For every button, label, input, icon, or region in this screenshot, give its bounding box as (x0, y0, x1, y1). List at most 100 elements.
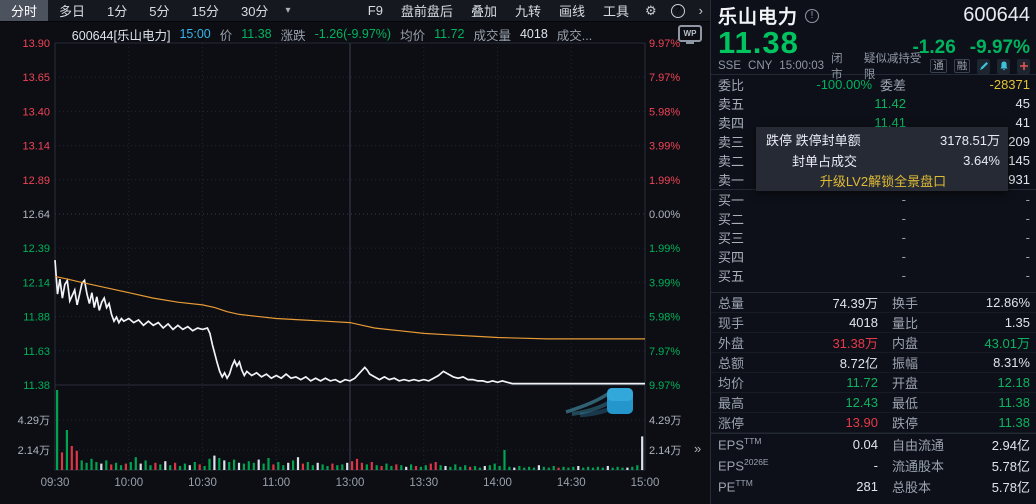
buy-level-label: 买三 (718, 231, 745, 246)
volume-bar (164, 461, 167, 470)
sell-row[interactable]: 卖五 11.42 45 (711, 94, 1036, 113)
toolbar-tab[interactable]: 分时 (0, 0, 49, 21)
stat-value: 1.35 (1004, 315, 1030, 330)
volume-bar (351, 461, 354, 470)
volume-bar (252, 462, 255, 470)
f9-button[interactable]: F9 (367, 3, 383, 18)
volume-bar (596, 466, 599, 470)
axis-label: 11.88 (23, 312, 50, 324)
volume-bar (528, 466, 531, 470)
volume-bar (636, 465, 639, 470)
currency-label: CNY (748, 60, 773, 72)
volume-bar (419, 466, 422, 470)
edit-pencil-icon[interactable] (977, 58, 991, 74)
volume-bar (247, 461, 250, 470)
stat-label: 最高 (718, 396, 745, 411)
stats-row: 外盘 31.38万 内盘 43.01万 (711, 333, 1036, 353)
stat-value: 8.72亿 (839, 356, 878, 371)
upgrade-lv2-link[interactable]: 升级LV2解锁全景盘口 (819, 174, 947, 189)
volume-bar (473, 466, 477, 470)
buy-row[interactable]: 买一 - - (711, 190, 1036, 209)
volume-bar (567, 467, 570, 470)
sell-price: 11.42 (874, 96, 906, 111)
toolbar-tab[interactable]: 15分 (191, 4, 219, 19)
axis-label: 11:00 (262, 477, 290, 489)
stat-label: 现手 (718, 316, 745, 331)
buy-price: - (901, 249, 906, 264)
volume-bar (331, 463, 334, 470)
volume-bar (95, 462, 98, 470)
volume-bar (267, 458, 270, 470)
sell-level-label: 卖三 (718, 135, 745, 150)
volume-bar (400, 465, 403, 470)
toolbar-tab[interactable]: 多日 (59, 4, 86, 19)
chart-header-segment: 600644[乐山电力] (71, 28, 171, 43)
order-imbalance-row: 委比 -100.00% 委差 -28371 (711, 75, 1036, 94)
volume-bar (262, 463, 265, 470)
risk-tag[interactable]: 疑似减持受限 (863, 53, 922, 81)
buy-volume: - (1025, 211, 1030, 226)
axis-label: 13.14 (22, 141, 50, 153)
volume-bar (459, 466, 462, 470)
stat-label: 均价 (718, 376, 745, 391)
buy-row[interactable]: 买三 - - (711, 228, 1036, 247)
axis-label: 3.99% (649, 277, 680, 289)
sell-level-label: 卖二 (718, 154, 745, 169)
sell-level-label: 卖四 (718, 116, 745, 131)
add-plus-icon[interactable] (1017, 58, 1030, 74)
volume-bar (493, 463, 496, 470)
volume-bar (611, 467, 614, 470)
buy-volume: - (1025, 230, 1030, 245)
tools-button[interactable]: 工具 (602, 4, 629, 19)
weicha-value: -28371 (989, 77, 1030, 92)
buy-row[interactable]: 买五 - - (711, 266, 1036, 285)
quote-header: 乐山电力 ! 600644 11.38 -1.26 -9.97% SSE CNY… (711, 0, 1036, 81)
draw-line-button[interactable]: 画线 (558, 4, 585, 19)
buy-row[interactable]: 买二 - - (711, 209, 1036, 228)
volume-bar (434, 462, 437, 470)
buy-volume: - (1025, 249, 1030, 264)
buy-row[interactable]: 买四 - - (711, 247, 1036, 266)
volume-bar (503, 450, 506, 470)
toolbar-tab[interactable]: 5分 (149, 4, 170, 19)
timeshare-chart[interactable]: 13.90 9.97% 13.65 7.97% 13.40 5.98% 13.14 3.99%… (0, 0, 710, 504)
pre-post-market-button[interactable]: 盘前盘后 (400, 4, 453, 19)
nine-turn-button[interactable]: 九转 (514, 4, 541, 19)
stat-label: 涨停 (718, 416, 745, 431)
quote-panel: 乐山电力 ! 600644 11.38 -1.26 -9.97% SSE CNY… (710, 0, 1036, 504)
volume-bar (218, 458, 221, 470)
toolbar-tab[interactable]: 30分 (240, 4, 269, 19)
volume-bar (552, 466, 555, 470)
toolbar-tab[interactable]: 1分 (107, 4, 128, 19)
settings-gear-icon[interactable]: ⚙ (645, 2, 657, 18)
axis-label: 2.14万 (649, 445, 681, 457)
period-dropdown-icon[interactable]: ▾ (285, 5, 291, 16)
volume-bar (454, 464, 457, 470)
stat-label: 外盘 (718, 336, 745, 351)
volume-bar (277, 462, 280, 470)
volume-bar (321, 464, 324, 470)
volume-bar (70, 446, 73, 470)
stats-row: 现手 4018 量比 1.35 (711, 313, 1036, 333)
volume-bar (90, 458, 93, 470)
volume-bar (326, 466, 329, 470)
help-icon[interactable]: ? (670, 3, 685, 18)
sell-row[interactable]: 卖四 11.41 41 (711, 113, 1036, 132)
hk-connect-badge[interactable]: 通 (930, 59, 947, 73)
info-icon[interactable]: ! (805, 8, 820, 23)
toolbar-chevron-right-icon[interactable]: › (698, 3, 703, 18)
alert-bell-icon[interactable] (997, 58, 1011, 74)
axis-label: 2.14万 (18, 445, 50, 457)
axis-label: 12.89 (22, 175, 50, 187)
panel-expander-icon[interactable]: » (694, 441, 702, 456)
wp-window-icon[interactable]: WP (678, 25, 702, 44)
volume-bar (469, 466, 472, 470)
margin-badge[interactable]: 融 (953, 59, 971, 73)
volume-bar (532, 467, 536, 470)
volume-bar (213, 455, 216, 470)
overlay-button[interactable]: 叠加 (470, 4, 497, 19)
volume-bar (316, 462, 319, 470)
volume-bar (178, 466, 182, 470)
volume-bar (365, 464, 368, 470)
axis-label: 7.97% (649, 346, 680, 358)
